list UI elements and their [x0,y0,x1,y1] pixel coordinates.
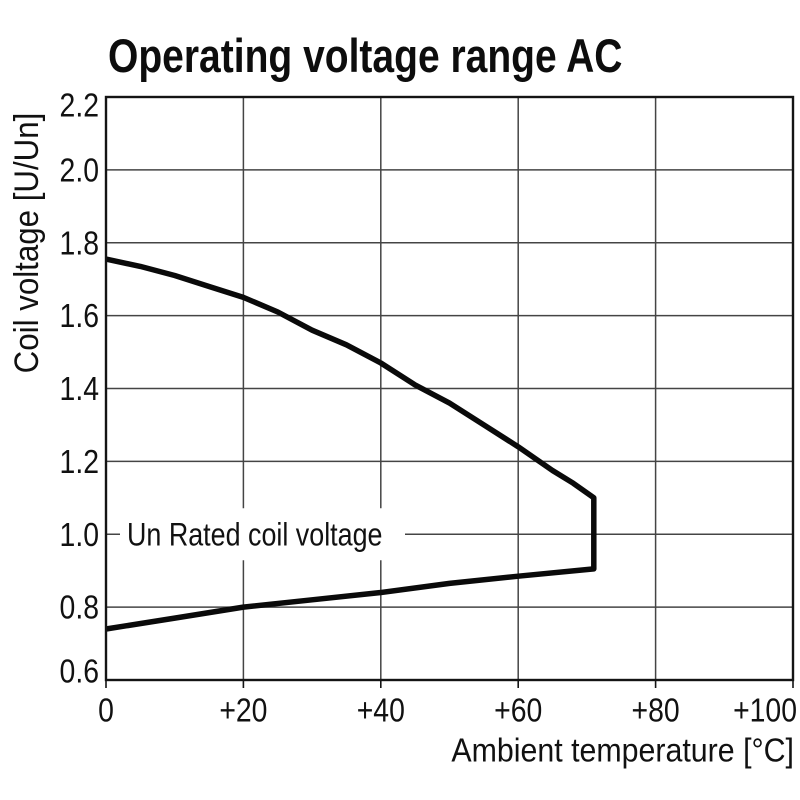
plot-border [104,95,795,682]
annotation-mask [120,508,405,561]
x-tick-label-+20-wrap: +20 [219,692,267,730]
y-tick-label-2.0: 2.0 [60,151,99,189]
y-tick-label-2.0-wrap: 2.0 [60,151,99,189]
x-tick-label-+80: +80 [632,692,680,730]
x-tick-label-0: 0 [98,692,114,730]
y-tick-label-1.4: 1.4 [60,370,99,408]
annotation-un-rated-coil-voltage-wrap: Un Rated coil voltage [127,517,382,553]
y-tick-label-1.6-wrap: 1.6 [60,297,99,335]
x-tick-label-+100-wrap: +100 [733,692,797,730]
y-tick-label-2.2: 2.2 [60,87,99,125]
y-tick-label-2.2-wrap: 2.2 [60,87,99,125]
y-tick-label-0.6: 0.6 [60,653,99,691]
y-tick-label-1.8: 1.8 [60,224,99,262]
y-tick-label-1.8-wrap: 1.8 [60,224,99,262]
y-tick-label-1.6: 1.6 [60,297,99,335]
x-tick-label-+40: +40 [357,692,405,730]
y-tick-label-1.0-wrap: 1.0 [60,516,99,554]
x-tick-label-+40-wrap: +40 [357,692,405,730]
x-axis-label: Ambient temperature [°C] [451,731,794,768]
chart-title: Operating voltage range AC [108,29,623,82]
series-operating-voltage-range-boundary [105,256,597,632]
y-tick-label-1.2: 1.2 [60,443,99,481]
y-tick-label-0.8: 0.8 [60,589,99,627]
x-tick-label-+20: +20 [219,692,267,730]
y-tick-label-1.4-wrap: 1.4 [60,370,99,408]
x-tick-label-+80-wrap: +80 [632,692,680,730]
x-tick-label-0-wrap: 0 [98,692,114,730]
y-tick-label-0.8-wrap: 0.8 [60,589,99,627]
x-tick-label-+100: +100 [733,692,797,730]
annotation-un-rated-coil-voltage: Un Rated coil voltage [127,517,382,553]
x-axis-label-wrap: Ambient temperature [°C] [451,731,794,768]
y-tick-label-1.2-wrap: 1.2 [60,443,99,481]
x-tick-label-+60-wrap: +60 [494,692,542,730]
y-axis-label-wrap: Coil voltage [U/Un] [7,113,46,374]
x-tick-label-+60: +60 [494,692,542,730]
y-axis-label: Coil voltage [U/Un] [7,113,46,374]
y-tick-label-1.0: 1.0 [60,516,99,554]
y-tick-label-0.6-wrap: 0.6 [60,653,99,691]
